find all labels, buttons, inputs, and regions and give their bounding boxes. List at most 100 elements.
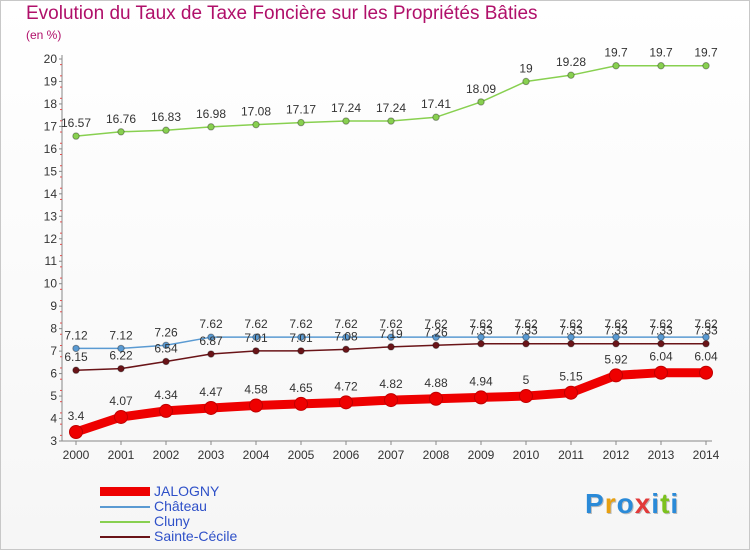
data-point-jalogny [204, 400, 218, 415]
data-label-sainte-cecile: 7.33 [559, 324, 583, 338]
data-label-jalogny: 5.15 [559, 370, 583, 384]
data-label-chateau: 7.12 [64, 328, 88, 342]
data-label-cluny: 17.24 [376, 101, 406, 115]
y-tick-label: 3 [50, 434, 57, 448]
data-point-cluny [432, 113, 440, 121]
unit-label: (en %) [26, 28, 62, 42]
data-labels: 16.57 16.76 16.83 16.98 17.08 17.17 17.24 17.24… [61, 46, 718, 423]
data-label-cluny: 19.7 [694, 46, 718, 60]
x-tick-label: 2000 [63, 448, 90, 462]
data-point-chateau [117, 344, 125, 353]
data-point-sainte-cecile [342, 345, 350, 354]
data-point-chateau [657, 333, 665, 341]
legend-swatch-cluny [100, 521, 150, 523]
y-tick-label: 13 [44, 209, 58, 223]
data-point-chateau [477, 333, 485, 341]
data-point-chateau [297, 333, 305, 341]
data-label-jalogny: 5.92 [604, 352, 628, 366]
x-tick-label: 2006 [333, 448, 360, 462]
data-point-cluny [612, 62, 620, 70]
data-label-sainte-cecile: 6.54 [154, 341, 178, 355]
data-point-sainte-cecile [387, 343, 395, 351]
data-point-sainte-cecile [657, 340, 665, 348]
data-label-chateau: 7.62 [244, 317, 268, 331]
y-tick-label: 18 [44, 97, 58, 111]
data-point-chateau [72, 344, 80, 353]
y-tick-label: 15 [44, 164, 58, 178]
data-label-chateau: 7.62 [379, 317, 403, 331]
data-label-chateau: 7.62 [559, 317, 583, 331]
x-tick-label: 2004 [243, 448, 270, 462]
data-label-cluny: 19.7 [604, 46, 628, 60]
data-point-cluny [252, 120, 260, 129]
data-label-jalogny: 4.88 [424, 376, 448, 390]
data-point-chateau [567, 333, 575, 341]
legend-swatch-jalogny [100, 487, 150, 496]
data-label-cluny: 16.57 [61, 116, 91, 130]
legend-swatch-sainte-cecile [100, 536, 150, 538]
data-point-sainte-cecile [567, 340, 575, 348]
data-label-jalogny: 4.34 [154, 388, 178, 402]
y-tick-label: 14 [44, 187, 58, 201]
data-label-cluny: 16.98 [196, 107, 226, 121]
data-label-chateau: 7.62 [424, 317, 448, 331]
data-label-cluny: 19.7 [649, 46, 673, 60]
data-label-sainte-cecile: 7.01 [244, 331, 268, 345]
data-label-jalogny: 6.04 [694, 350, 718, 364]
data-label-cluny: 17.17 [286, 103, 316, 117]
data-label-sainte-cecile: 7.19 [379, 327, 403, 341]
data-label-sainte-cecile: 7.33 [469, 324, 493, 338]
legend-label-sainte-cecile: Sainte-Cécile [154, 528, 238, 544]
data-point-sainte-cecile [702, 340, 710, 348]
x-tick-label: 2001 [108, 448, 135, 462]
data-label-sainte-cecile: 6.15 [64, 350, 88, 364]
data-point-sainte-cecile [612, 340, 620, 348]
y-tick-label: 8 [50, 322, 57, 336]
data-label-jalogny: 4.82 [379, 377, 403, 391]
data-point-jalogny [474, 390, 488, 405]
y-tick-label: 16 [44, 142, 58, 156]
data-label-jalogny: 5 [523, 373, 530, 387]
data-point-cluny [297, 118, 305, 127]
data-label-sainte-cecile: 7.01 [289, 331, 313, 345]
data-label-chateau: 7.62 [199, 317, 223, 331]
logo-letter: i [670, 488, 680, 519]
data-label-jalogny: 3.4 [68, 409, 85, 423]
data-label-cluny: 17.08 [241, 105, 271, 119]
data-label-cluny: 17.24 [331, 101, 361, 115]
data-point-sainte-cecile [162, 357, 170, 366]
logo-letter: r [604, 488, 617, 519]
data-point-cluny [477, 98, 485, 106]
series-layer [69, 62, 713, 440]
logo-letter: P [585, 488, 605, 519]
data-label-chateau: 7.62 [649, 317, 673, 331]
axes: 3 4 5 6 7 8 9 10 11 12 13 14 15 16 17 18 19 20 2000 2001 200… [44, 52, 720, 462]
y-tick-label: 5 [50, 389, 57, 403]
y-tick-label: 9 [50, 299, 57, 313]
data-point-jalogny [294, 396, 308, 411]
x-tick-label: 2010 [513, 448, 540, 462]
data-label-jalogny: 6.04 [649, 350, 673, 364]
data-point-cluny [702, 62, 710, 70]
data-point-chateau [522, 333, 530, 341]
data-point-chateau [612, 333, 620, 341]
data-point-chateau [702, 333, 710, 341]
data-label-chateau: 7.26 [154, 325, 178, 339]
data-point-cluny [567, 71, 575, 79]
data-label-jalogny: 4.72 [334, 379, 358, 393]
data-label-cluny: 19.28 [556, 55, 586, 69]
data-label-jalogny: 4.65 [289, 381, 313, 395]
data-label-sainte-cecile: 7.33 [514, 324, 538, 338]
data-point-chateau [162, 341, 170, 349]
y-tick-label: 10 [44, 277, 58, 291]
data-point-cluny [207, 123, 215, 131]
x-tick-label: 2012 [603, 448, 630, 462]
data-label-chateau: 7.62 [514, 317, 538, 331]
data-point-sainte-cecile [477, 340, 485, 348]
data-point-jalogny [114, 409, 128, 424]
data-label-chateau: 7.62 [334, 317, 358, 331]
data-label-sainte-cecile: 7.33 [649, 324, 673, 338]
y-tick-label: 11 [45, 254, 58, 268]
data-label-jalogny: 4.07 [109, 394, 133, 408]
data-point-jalogny [564, 385, 578, 400]
